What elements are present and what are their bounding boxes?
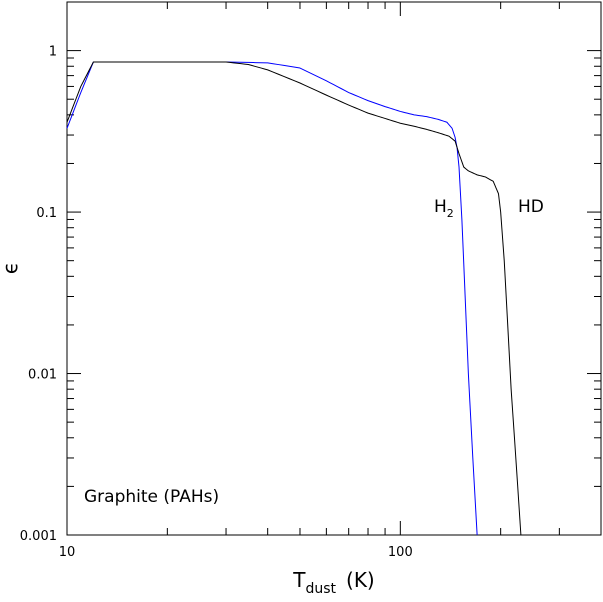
series-line-h2: [66, 61, 478, 536]
tick-marks: [66, 1, 602, 536]
y-tick-label: 0.01: [28, 368, 57, 383]
series-label-hd: HD: [518, 197, 544, 217]
x-tick-label: 100: [388, 545, 413, 560]
y-tick-label: 0.001: [20, 529, 57, 544]
series-line-hd: [66, 61, 522, 536]
y-tick-label: 1: [49, 45, 57, 60]
tick-labels: 10 100 1 0.1 0.01 0.001: [20, 45, 413, 560]
series-lines: [66, 61, 522, 536]
y-axis-label: ϵ: [0, 262, 22, 274]
annotation-graphite: Graphite (PAHs): [84, 487, 219, 507]
y-tick-label: 0.1: [36, 206, 57, 221]
x-tick-label: 10: [59, 545, 76, 560]
series-label-h2: H2: [434, 197, 454, 220]
x-axis-label: Tdust (K): [292, 568, 375, 597]
plot-frame: [66, 1, 602, 536]
